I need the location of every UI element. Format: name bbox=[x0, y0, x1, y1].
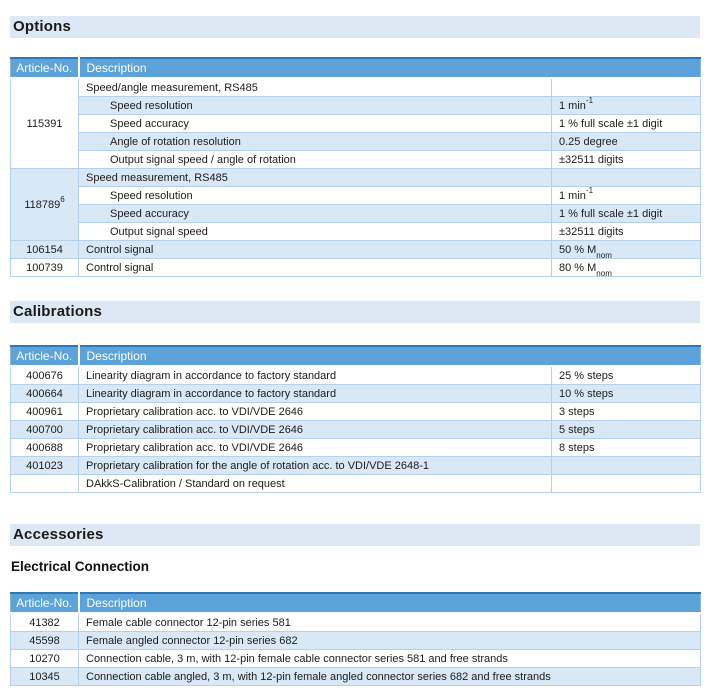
description-cell: Proprietary calibration acc. to VDI/VDE … bbox=[78, 420, 552, 439]
value-cell: 3 steps bbox=[551, 402, 701, 421]
article-no-column-header: Article-No. bbox=[10, 592, 80, 614]
description-cell: Proprietary calibration for the angle of… bbox=[78, 456, 552, 475]
table-row: Speed accuracy 1 % full scale ±1 digit bbox=[11, 204, 701, 223]
article-no-cell: 400961 bbox=[10, 402, 79, 421]
description-cell: Control signal bbox=[78, 240, 552, 259]
description-cell: Control signal bbox=[78, 258, 552, 277]
options-table: Article-No. Description 115391 Speed/angle … bbox=[10, 57, 701, 277]
table-row: 10345 Connection cable angled, 3 m, with … bbox=[10, 667, 701, 686]
value-cell: 10 % steps bbox=[551, 384, 701, 403]
value-cell: 1 min-1 bbox=[551, 96, 701, 115]
value-cell: ±32511 digits bbox=[551, 150, 701, 169]
table-row: 400961 Proprietary calibration acc. to VD… bbox=[10, 402, 701, 421]
value-cell: 80 % Mnom bbox=[551, 258, 701, 277]
table-row: 400664 Linearity diagram in accordance to… bbox=[10, 384, 701, 403]
article-no-cell bbox=[10, 474, 79, 493]
description-cell: Speed resolution bbox=[78, 96, 552, 115]
description-cell: Output signal speed bbox=[78, 222, 552, 241]
value-cell: 5 steps bbox=[551, 420, 701, 439]
table-row: 106154 Control signal 50 % Mnom bbox=[10, 240, 701, 259]
article-no-cell: 41382 bbox=[10, 612, 79, 632]
table-row: 115391 Speed/angle measurement, RS485 bbox=[10, 77, 701, 169]
table-row: 45598 Female angled connector 12-pin seri… bbox=[10, 631, 701, 650]
description-cell: Proprietary calibration acc. to VDI/VDE … bbox=[78, 402, 552, 421]
article-no-cell: 400676 bbox=[10, 365, 79, 385]
description-cell: Proprietary calibration acc. to VDI/VDE … bbox=[78, 438, 552, 457]
description-cell: Female angled connector 12-pin series 68… bbox=[78, 631, 701, 650]
description-cell: Speed accuracy bbox=[78, 204, 552, 223]
table-row: Output signal speed / angle of rotation ±… bbox=[11, 150, 701, 169]
table-row: Output signal speed ±32511 digits bbox=[11, 222, 701, 241]
article-no-cell: 106154 bbox=[10, 240, 79, 259]
description-cell: Speed accuracy bbox=[78, 114, 552, 133]
description-cell: Linearity diagram in accordance to facto… bbox=[78, 384, 552, 403]
description-cell: Linearity diagram in accordance to facto… bbox=[78, 365, 552, 385]
value-cell: 25 % steps bbox=[551, 365, 701, 385]
table-row: Speed resolution 1 min-1 bbox=[11, 186, 701, 205]
description-cell: Speed measurement, RS485 bbox=[78, 168, 552, 187]
value-cell bbox=[551, 474, 701, 493]
article-no-cell: 10345 bbox=[10, 667, 79, 686]
table-header-row: Article-No. Description bbox=[10, 592, 701, 614]
value-cell: ±32511 digits bbox=[551, 222, 701, 241]
description-cell: Speed resolution bbox=[78, 186, 552, 205]
table-row: Speed accuracy 1 % full scale ±1 digit bbox=[11, 114, 701, 133]
table-row: 100739 Control signal 80 % Mnom bbox=[10, 258, 701, 277]
calibrations-table: Article-No. Description 400676 Linearity di… bbox=[10, 345, 701, 493]
value-cell bbox=[551, 456, 701, 475]
table-row: 400676 Linearity diagram in accordance to… bbox=[10, 365, 701, 385]
value-cell bbox=[551, 168, 701, 187]
value-cell: 1 % full scale ±1 digit bbox=[551, 204, 701, 223]
article-no-cell: 10270 bbox=[10, 649, 79, 668]
table-row: 400700 Proprietary calibration acc. to VD… bbox=[10, 420, 701, 439]
description-cell: Connection cable, 3 m, with 12-pin femal… bbox=[78, 649, 701, 668]
table-header-row: Article-No. Description bbox=[10, 345, 701, 367]
description-cell: Connection cable angled, 3 m, with 12-pi… bbox=[78, 667, 701, 686]
calibrations-section-heading: Calibrations bbox=[10, 301, 700, 323]
article-no-column-header: Article-No. bbox=[10, 57, 80, 79]
options-section-heading: Options bbox=[10, 16, 700, 38]
table-row: Speed resolution 1 min-1 bbox=[11, 96, 701, 115]
table-row: DAkkS-Calibration / Standard on request bbox=[10, 474, 701, 493]
electrical-connection-table: Article-No. Description 41382 Female cable … bbox=[10, 592, 701, 686]
description-cell: Angle of rotation resolution bbox=[78, 132, 552, 151]
article-no-cell: 400700 bbox=[10, 420, 79, 439]
article-no-cell: 115391 bbox=[10, 77, 79, 169]
value-cell: 1 % full scale ±1 digit bbox=[551, 114, 701, 133]
table-row: 1187896 Speed measurement, RS485 bbox=[10, 168, 701, 241]
value-cell: 8 steps bbox=[551, 438, 701, 457]
description-cell: Female cable connector 12-pin series 581 bbox=[78, 612, 701, 632]
accessories-section-heading: Accessories bbox=[10, 524, 700, 546]
table-row: 400688 Proprietary calibration acc. to VD… bbox=[10, 438, 701, 457]
table-row: 41382 Female cable connector 12-pin serie… bbox=[10, 612, 701, 632]
article-no-cell: 100739 bbox=[10, 258, 79, 277]
table-row: Angle of rotation resolution 0.25 degree bbox=[11, 132, 701, 151]
description-column-header: Description bbox=[78, 345, 701, 367]
description-column-header: Description bbox=[78, 57, 701, 79]
value-cell: 0.25 degree bbox=[551, 132, 701, 151]
value-cell: 50 % Mnom bbox=[551, 240, 701, 259]
electrical-connection-subheading: Electrical Connection bbox=[11, 559, 150, 574]
article-no-cell: 401023 bbox=[10, 456, 79, 475]
article-no-cell: 400688 bbox=[10, 438, 79, 457]
article-no-cell: 400664 bbox=[10, 384, 79, 403]
table-header-row: Article-No. Description bbox=[10, 57, 701, 79]
description-column-header: Description bbox=[78, 592, 701, 614]
description-cell: Speed/angle measurement, RS485 bbox=[78, 77, 552, 97]
description-cell: Output signal speed / angle of rotation bbox=[78, 150, 552, 169]
value-cell bbox=[551, 77, 701, 97]
description-cell: DAkkS-Calibration / Standard on request bbox=[78, 474, 552, 493]
article-no-cell: 1187896 bbox=[10, 168, 79, 241]
table-row: 401023 Proprietary calibration for the an… bbox=[10, 456, 701, 475]
value-cell: 1 min-1 bbox=[551, 186, 701, 205]
article-no-column-header: Article-No. bbox=[10, 345, 80, 367]
table-row: 10270 Connection cable, 3 m, with 12-pin … bbox=[10, 649, 701, 668]
article-no-cell: 45598 bbox=[10, 631, 79, 650]
